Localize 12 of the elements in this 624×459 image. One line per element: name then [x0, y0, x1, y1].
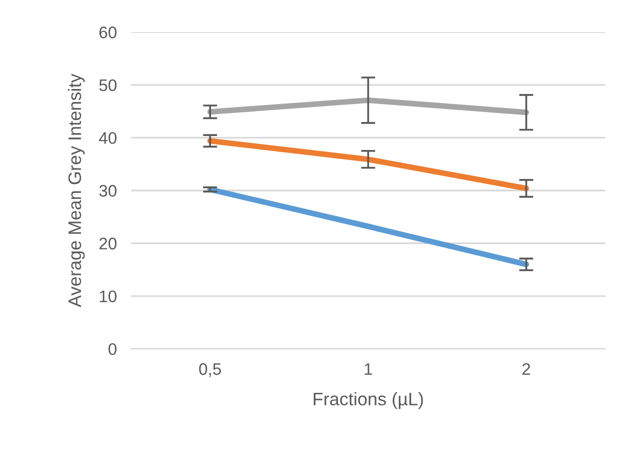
x-tick-label: 2: [522, 363, 530, 375]
x-tick-label: 0,5: [199, 363, 221, 377]
y-tick-label: 50: [99, 79, 116, 92]
y-tick-label: 40: [98, 132, 116, 144]
y-tick-label: 0: [108, 343, 116, 356]
y-axis-title: Average Mean Grey Intensity: [68, 74, 85, 308]
y-tick-label: 10: [100, 290, 116, 302]
x-tick-label: 1: [364, 363, 372, 375]
y-tick-label: 20: [99, 238, 116, 250]
y-tick-label: 30: [99, 184, 116, 197]
y-tick-label: 60: [99, 26, 116, 38]
x-axis-title: Fractions (µL): [314, 392, 423, 409]
